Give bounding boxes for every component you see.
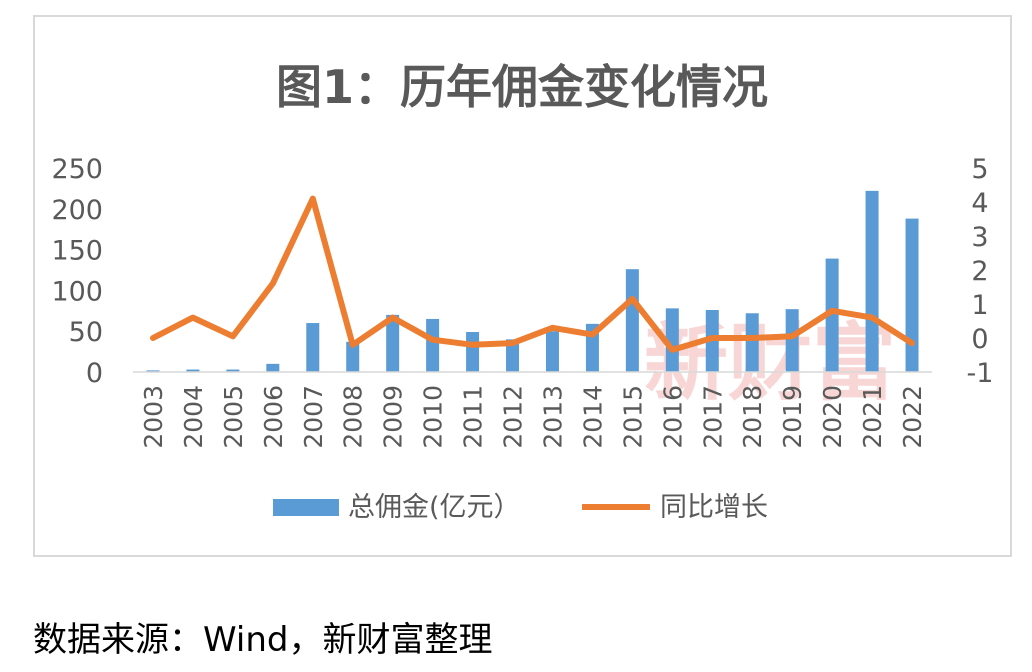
bar [745,313,759,372]
right-y-tick-label: 5 [971,154,988,185]
growth-line [150,195,915,353]
bar [825,258,839,372]
bar [865,190,879,372]
right-y-tick-label: 0 [971,324,988,355]
x-tick-label: 2004 [179,385,208,449]
left-y-tick-label: 150 [51,236,103,267]
right-y-tick-label: 3 [971,222,988,253]
legend-bar-label: 总佣金(亿元） [348,492,521,523]
x-tick-label: 2020 [818,385,847,449]
x-tick-label: 2014 [578,385,607,449]
bar [266,363,280,372]
bar [625,269,639,372]
chart-frame [33,15,1012,557]
bar [186,369,200,372]
left-y-tick-label: 0 [86,358,103,389]
bar [905,218,919,372]
bar [545,331,559,372]
bar [226,369,240,372]
x-tick-label: 2007 [299,385,328,449]
bar [146,370,160,372]
right-y-tick-label: 1 [971,290,988,321]
source-note: 数据来源：Wind，新财富整理 [33,620,493,660]
watermark: 新财富 [644,313,896,412]
legend-bar-swatch [273,499,339,516]
left-y-tick-label: 200 [51,195,103,226]
x-tick-label: 2019 [778,385,807,449]
bar [506,339,520,372]
x-tick-label: 2012 [499,385,528,449]
bar [426,318,440,372]
x-tick-label: 2011 [459,385,488,449]
x-tick-label: 2008 [339,385,368,449]
bar [386,314,400,372]
bar [785,309,799,372]
x-tick-label: 2022 [898,385,927,449]
right-y-tick-label: 2 [971,256,988,287]
left-y-tick-label: 100 [51,276,103,307]
x-tick-label: 2017 [698,385,727,449]
x-tick-label: 2003 [139,385,168,449]
legend-line-label: 同比增长 [660,492,768,523]
x-tick-label: 2006 [259,385,288,449]
x-tick-label: 2021 [858,385,887,449]
bar [346,341,360,372]
x-tick-label: 2009 [379,385,408,449]
left-y-tick-label: 50 [69,317,103,348]
right-y-tick-label: -1 [967,358,994,389]
x-tick-label: 2010 [419,385,448,449]
x-tick-label: 2013 [538,385,567,449]
x-tick-label: 2015 [618,385,647,449]
bar [466,332,480,372]
x-tick-label: 2016 [658,385,687,449]
x-tick-label: 2018 [738,385,767,449]
bar [665,308,679,372]
x-tick-label: 2005 [219,385,248,449]
bar [306,323,320,372]
chart-title: 图1：历年佣金变化情况 [276,60,768,114]
left-y-tick-label: 250 [51,154,103,185]
right-y-tick-label: 4 [971,188,988,219]
